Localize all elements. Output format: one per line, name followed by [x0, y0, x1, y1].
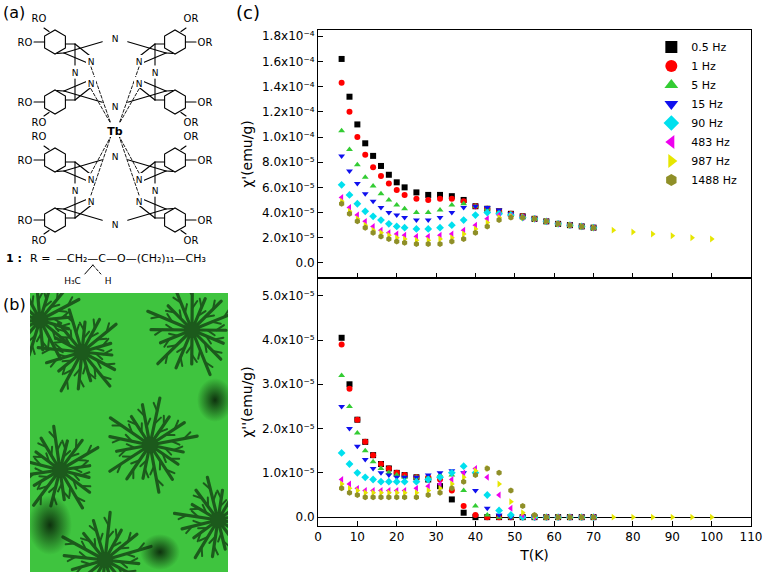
- svg-text:8.0x10⁻⁵: 8.0x10⁻⁵: [262, 155, 315, 169]
- svg-text:110: 110: [740, 530, 763, 544]
- svg-text:N: N: [152, 68, 159, 78]
- svg-text:15 Hz: 15 Hz: [691, 98, 723, 111]
- svg-text:OR: OR: [184, 13, 199, 24]
- svg-text:N: N: [88, 57, 95, 67]
- svg-text:N: N: [112, 152, 119, 162]
- svg-text:H: H: [105, 276, 112, 286]
- svg-text:100: 100: [700, 530, 723, 544]
- svg-text:N: N: [136, 57, 143, 67]
- svg-text:N: N: [88, 175, 95, 185]
- svg-text:1.6x10⁻⁴: 1.6x10⁻⁴: [262, 55, 315, 69]
- svg-text:χ'(emu/g): χ'(emu/g): [239, 120, 255, 188]
- svg-text:483 Hz: 483 Hz: [691, 136, 730, 149]
- html-text:(c): (c): [236, 2, 260, 23]
- svg-text:N: N: [88, 79, 95, 89]
- svg-text:1.2x10⁻⁴: 1.2x10⁻⁴: [262, 105, 315, 119]
- svg-text:RO: RO: [18, 155, 33, 166]
- svg-text:R =: R =: [30, 252, 50, 265]
- svg-text:10: 10: [350, 530, 365, 544]
- svg-text:(a): (a): [3, 3, 25, 22]
- svg-text:70: 70: [586, 530, 601, 544]
- svg-text:RO: RO: [18, 37, 33, 48]
- svg-text:1 Hz: 1 Hz: [691, 60, 716, 73]
- svg-text:0.0: 0.0: [296, 510, 315, 524]
- svg-text:3.0x10⁻⁵: 3.0x10⁻⁵: [262, 377, 315, 391]
- svg-text:90 Hz: 90 Hz: [691, 117, 723, 130]
- svg-text:1488 Hz: 1488 Hz: [691, 174, 737, 187]
- svg-text:T(K): T(K): [519, 547, 549, 563]
- svg-text:OR: OR: [184, 235, 199, 246]
- svg-text:0.0: 0.0: [296, 256, 315, 270]
- svg-text:OR: OR: [198, 215, 213, 226]
- svg-text:1 :: 1 :: [6, 252, 22, 265]
- svg-text:—CH₂—C—O—(CH₂)₁₁—CH₃: —CH₂—C—O—(CH₂)₁₁—CH₃: [56, 252, 206, 265]
- svg-text:OR: OR: [198, 37, 213, 48]
- svg-text:RO: RO: [18, 215, 33, 226]
- svg-text:2.0x10⁻⁵: 2.0x10⁻⁵: [262, 422, 315, 436]
- svg-text:N: N: [112, 102, 119, 112]
- svg-text:4.0x10⁻⁵: 4.0x10⁻⁵: [262, 206, 315, 220]
- svg-text:0: 0: [314, 530, 322, 544]
- svg-text:1.8x10⁻⁴: 1.8x10⁻⁴: [262, 29, 315, 43]
- svg-text:OR: OR: [198, 97, 213, 108]
- svg-text:N: N: [136, 79, 143, 89]
- svg-text:N: N: [88, 197, 95, 207]
- svg-text:RO: RO: [32, 117, 47, 128]
- svg-text:OR: OR: [198, 155, 213, 166]
- svg-text:(b): (b): [3, 295, 26, 314]
- svg-text:5.0x10⁻⁵: 5.0x10⁻⁵: [262, 289, 315, 303]
- svg-text:20: 20: [389, 530, 404, 544]
- svg-text:50: 50: [507, 530, 522, 544]
- svg-text:6.0x10⁻⁵: 6.0x10⁻⁵: [262, 181, 315, 195]
- svg-text:N: N: [136, 175, 143, 185]
- svg-text:0.5 Hz: 0.5 Hz: [691, 41, 726, 54]
- svg-text:N: N: [72, 186, 79, 196]
- svg-text:80: 80: [625, 530, 640, 544]
- svg-text:2.0x10⁻⁵: 2.0x10⁻⁵: [262, 231, 315, 245]
- svg-text:RO: RO: [32, 235, 47, 246]
- svg-text:1.0x10⁻⁴: 1.0x10⁻⁴: [262, 130, 315, 144]
- svg-text:RO: RO: [18, 97, 33, 108]
- svg-text:4.0x10⁻⁵: 4.0x10⁻⁵: [262, 333, 315, 347]
- svg-text:5 Hz: 5 Hz: [691, 79, 716, 92]
- svg-text:H₃C: H₃C: [64, 276, 81, 286]
- svg-text:60: 60: [547, 530, 562, 544]
- svg-text:987 Hz: 987 Hz: [691, 155, 730, 168]
- svg-text:N: N: [112, 220, 119, 230]
- svg-text:N: N: [152, 186, 159, 196]
- svg-text:40: 40: [468, 530, 483, 544]
- svg-text:N: N: [72, 68, 79, 78]
- svg-text:OR: OR: [184, 131, 199, 142]
- svg-text:Tb: Tb: [107, 125, 123, 138]
- svg-text:90: 90: [665, 530, 680, 544]
- svg-text:1.0x10⁻⁵: 1.0x10⁻⁵: [262, 466, 315, 480]
- svg-text:1.4x10⁻⁴: 1.4x10⁻⁴: [262, 80, 315, 94]
- svg-text:RO: RO: [32, 13, 47, 24]
- svg-text:RO: RO: [32, 131, 47, 142]
- svg-text:OR: OR: [184, 117, 199, 128]
- svg-text:30: 30: [428, 530, 443, 544]
- svg-text:N: N: [112, 34, 119, 44]
- svg-text:χ''(emu/g): χ''(emu/g): [239, 366, 255, 437]
- svg-text:N: N: [136, 197, 143, 207]
